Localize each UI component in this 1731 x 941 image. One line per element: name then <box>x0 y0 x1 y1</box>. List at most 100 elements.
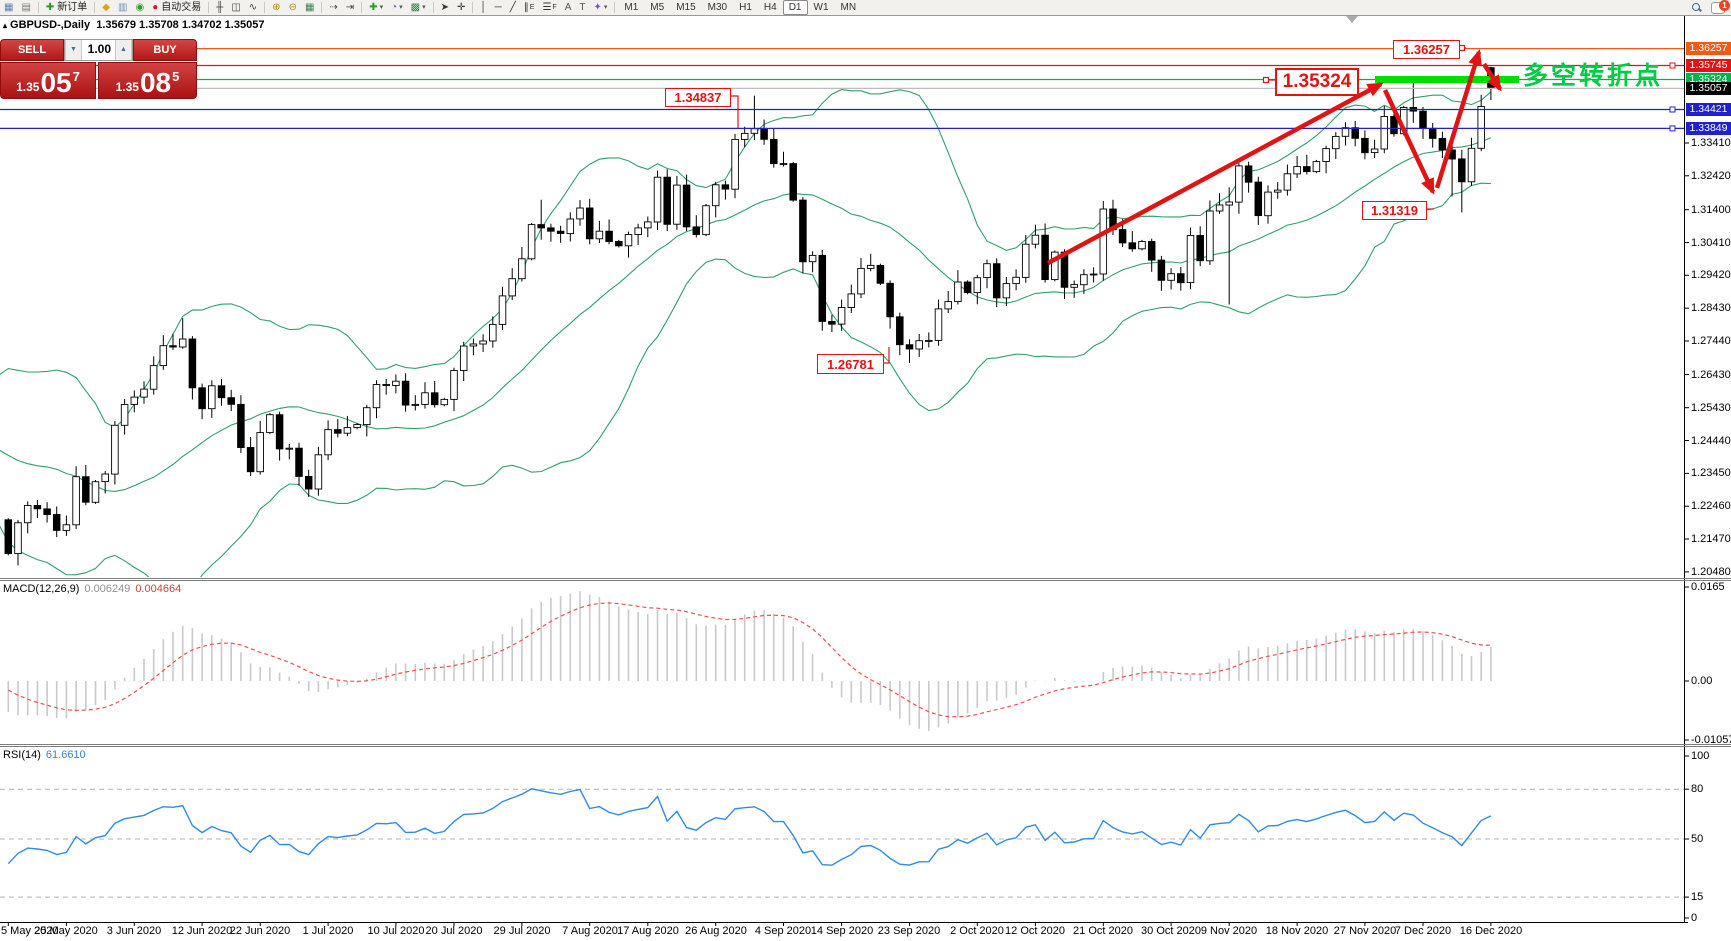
trend-annotation-text[interactable]: 多空转折点 <box>1523 62 1664 90</box>
candles <box>4 66 1495 566</box>
trend-arrows[interactable] <box>1046 49 1502 265</box>
panel-separators[interactable] <box>0 578 1731 747</box>
toolbar-horizontal-line-icon[interactable]: ─ <box>494 2 502 13</box>
toolbar-text-label-icon[interactable]: T <box>579 2 586 13</box>
toolbar-zoom-in-icon[interactable]: ⊕ <box>272 2 281 13</box>
macd-signal-line <box>8 602 1491 718</box>
toolbar-market-watch-icon[interactable]: ◆ <box>102 2 110 13</box>
price-callout-label[interactable]: 1.31319 <box>1362 201 1427 220</box>
toolbar-periods-icon[interactable]: ◔ ▾ <box>391 2 403 13</box>
timeframe-M30[interactable]: M30 <box>707 2 728 13</box>
date-axis-label: 27 Nov 2020 <box>1333 925 1397 937</box>
volume-up-icon[interactable]: ▲ <box>115 40 132 60</box>
axis-ticks <box>7 142 1689 926</box>
volume-down-icon[interactable]: ▼ <box>65 40 82 60</box>
price-axis-tick: 1.25430 <box>1691 402 1731 414</box>
buy-price[interactable]: 1.35 08 5 <box>98 62 197 99</box>
price-callout-label[interactable]: 1.35324 <box>1275 68 1359 96</box>
timeframe-W1[interactable]: W1 <box>813 2 829 13</box>
date-axis-label: 21 Oct 2020 <box>1073 925 1133 937</box>
macd-axis-tick: -0.010571 <box>1691 734 1731 746</box>
date-axis-label: 17 Aug 2020 <box>617 925 679 937</box>
buy-button[interactable]: BUY <box>133 39 197 61</box>
buy-price-prefix: 1.35 <box>115 80 139 94</box>
toolbar-separator <box>321 2 323 13</box>
chart-comment-icon: ▴ <box>3 21 8 30</box>
chart-title: ▴ GBPUSD-,Daily 1.35679 1.35708 1.34702 1… <box>3 19 264 31</box>
toolbar-text-icon[interactable]: A <box>564 2 572 13</box>
price-callout-label[interactable]: 1.26781 <box>817 354 884 374</box>
toolbar-chart-shift-icon[interactable]: ⇥ <box>345 2 355 13</box>
sell-button[interactable]: SELL <box>0 39 64 61</box>
volume-stepper[interactable]: ▼ 1.00 ▲ <box>64 39 133 61</box>
timeframe-D1[interactable]: D1 <box>782 0 808 15</box>
toolbar-tile-windows-icon[interactable]: ▦ <box>304 2 315 13</box>
toolbar-zoom-out-icon[interactable]: ⊖ <box>288 2 297 13</box>
toolbar-data-window-icon[interactable]: ▥ <box>118 2 128 13</box>
date-axis-label: 18 Nov 2020 <box>1265 925 1329 937</box>
price-axis-tick: 1.24440 <box>1691 435 1731 447</box>
price-axis-tick: 1.31400 <box>1691 204 1731 216</box>
toolbar-navigator-icon[interactable]: ◉ <box>135 2 145 13</box>
timeframe-MN[interactable]: MN <box>840 2 857 13</box>
macd-axis-tick: 0.0165 <box>1691 581 1725 593</box>
price-axis-tick: 1.23450 <box>1691 467 1731 479</box>
toolbar-fibonacci-icon[interactable]: ☰ F <box>542 2 557 13</box>
price-axis-tick: 1.30410 <box>1691 237 1731 249</box>
toolbar-separator <box>614 2 616 13</box>
toolbar-templates-icon[interactable]: ▩ ▾ <box>410 2 426 13</box>
toolbar-cursor-icon[interactable]: ➤ <box>440 2 450 13</box>
toolbar-vertical-line-icon[interactable]: │ <box>480 2 487 13</box>
timeframe-M1[interactable]: M1 <box>624 2 639 13</box>
volume-value[interactable]: 1.00 <box>87 42 111 56</box>
timeframe-M15[interactable]: M15 <box>676 2 696 13</box>
toolbar-separator <box>208 2 210 13</box>
price-level-badge: 1.36257 <box>1686 42 1731 55</box>
toolbar-crosshair-icon[interactable]: ✛ <box>457 2 466 13</box>
toolbar-separator <box>264 2 266 13</box>
toolbar-add-indicator-icon[interactable]: ✚ ▾ <box>369 2 384 13</box>
toolbar-trendline-icon[interactable]: ╱ <box>509 2 516 13</box>
macd-indicator-label: MACD(12,26,9) 0.006249 0.004664 <box>3 583 182 595</box>
toolbar-new-chart-icon[interactable]: ▦ <box>4 2 14 13</box>
rsi-line <box>7 788 1492 866</box>
price-axis-tick: 1.33410 <box>1691 137 1731 149</box>
date-axis-label: 23 Sep 2020 <box>877 925 941 937</box>
date-axis-label: 10 Jul 2020 <box>367 925 425 937</box>
price-callout-label[interactable]: 1.36257 <box>1393 40 1460 59</box>
notifications-icon[interactable]: 1 <box>1711 0 1730 14</box>
date-axis-label: 1 Jul 2020 <box>302 925 354 937</box>
toolbar-auto-scroll-icon[interactable]: ⇢ <box>329 2 338 13</box>
sell-price-big: 05 <box>40 67 72 98</box>
toolbar-autotrading-button[interactable]: ● 自动交易 <box>152 2 202 13</box>
price-level-badge: 1.33849 <box>1686 122 1731 135</box>
support-resistance-bar[interactable] <box>1375 76 1519 83</box>
rsi-axis-tick: 0 <box>1691 912 1698 924</box>
chart-ohlc-values: 1.35679 1.35708 1.34702 1.35057 <box>96 19 265 31</box>
date-axis-label: 29 Jul 2020 <box>493 925 551 937</box>
toolbar-equidistant-channel-icon[interactable]: ∥ E <box>523 2 535 13</box>
toolbar-new-order-button[interactable]: ✚ 新订单 <box>45 2 88 13</box>
sell-price[interactable]: 1.35 05 7 <box>0 62 97 99</box>
toolbar-line-chart-mode-icon[interactable]: ∿ <box>248 2 258 13</box>
toolbar-arrows-icon[interactable]: ✦ ▾ <box>593 2 608 13</box>
search-icon[interactable] <box>1692 3 1702 12</box>
price-axis-tick: 1.22460 <box>1691 500 1731 512</box>
timeframe-H4[interactable]: H4 <box>763 2 777 13</box>
timeframe-H1[interactable]: H1 <box>739 2 752 13</box>
rsi-axis-tick: 15 <box>1691 891 1704 903</box>
price-callout-label[interactable]: 1.34837 <box>665 88 731 107</box>
toolbar-candle-chart-mode-icon[interactable]: ◫ <box>231 2 241 13</box>
toolbar-bar-chart-mode-icon[interactable]: ╫ <box>216 2 224 13</box>
one-click-trading-panel: SELL ▼ 1.00 ▲ BUY 1.35 05 7 1.35 08 5 <box>0 39 197 99</box>
chart-shift-marker[interactable] <box>1346 16 1358 23</box>
price-axis-tick: 1.29420 <box>1691 269 1731 281</box>
rsi-indicator-label: RSI(14) 61.6610 <box>3 749 86 761</box>
date-axis-label: 5 May 2020 <box>1 925 59 937</box>
timeframe-M5[interactable]: M5 <box>650 2 665 13</box>
bollinger-bands <box>0 89 1492 577</box>
price-axis-tick: 1.28430 <box>1691 302 1731 314</box>
toolbar-chart-profiles-icon[interactable]: ▤ <box>21 2 31 13</box>
